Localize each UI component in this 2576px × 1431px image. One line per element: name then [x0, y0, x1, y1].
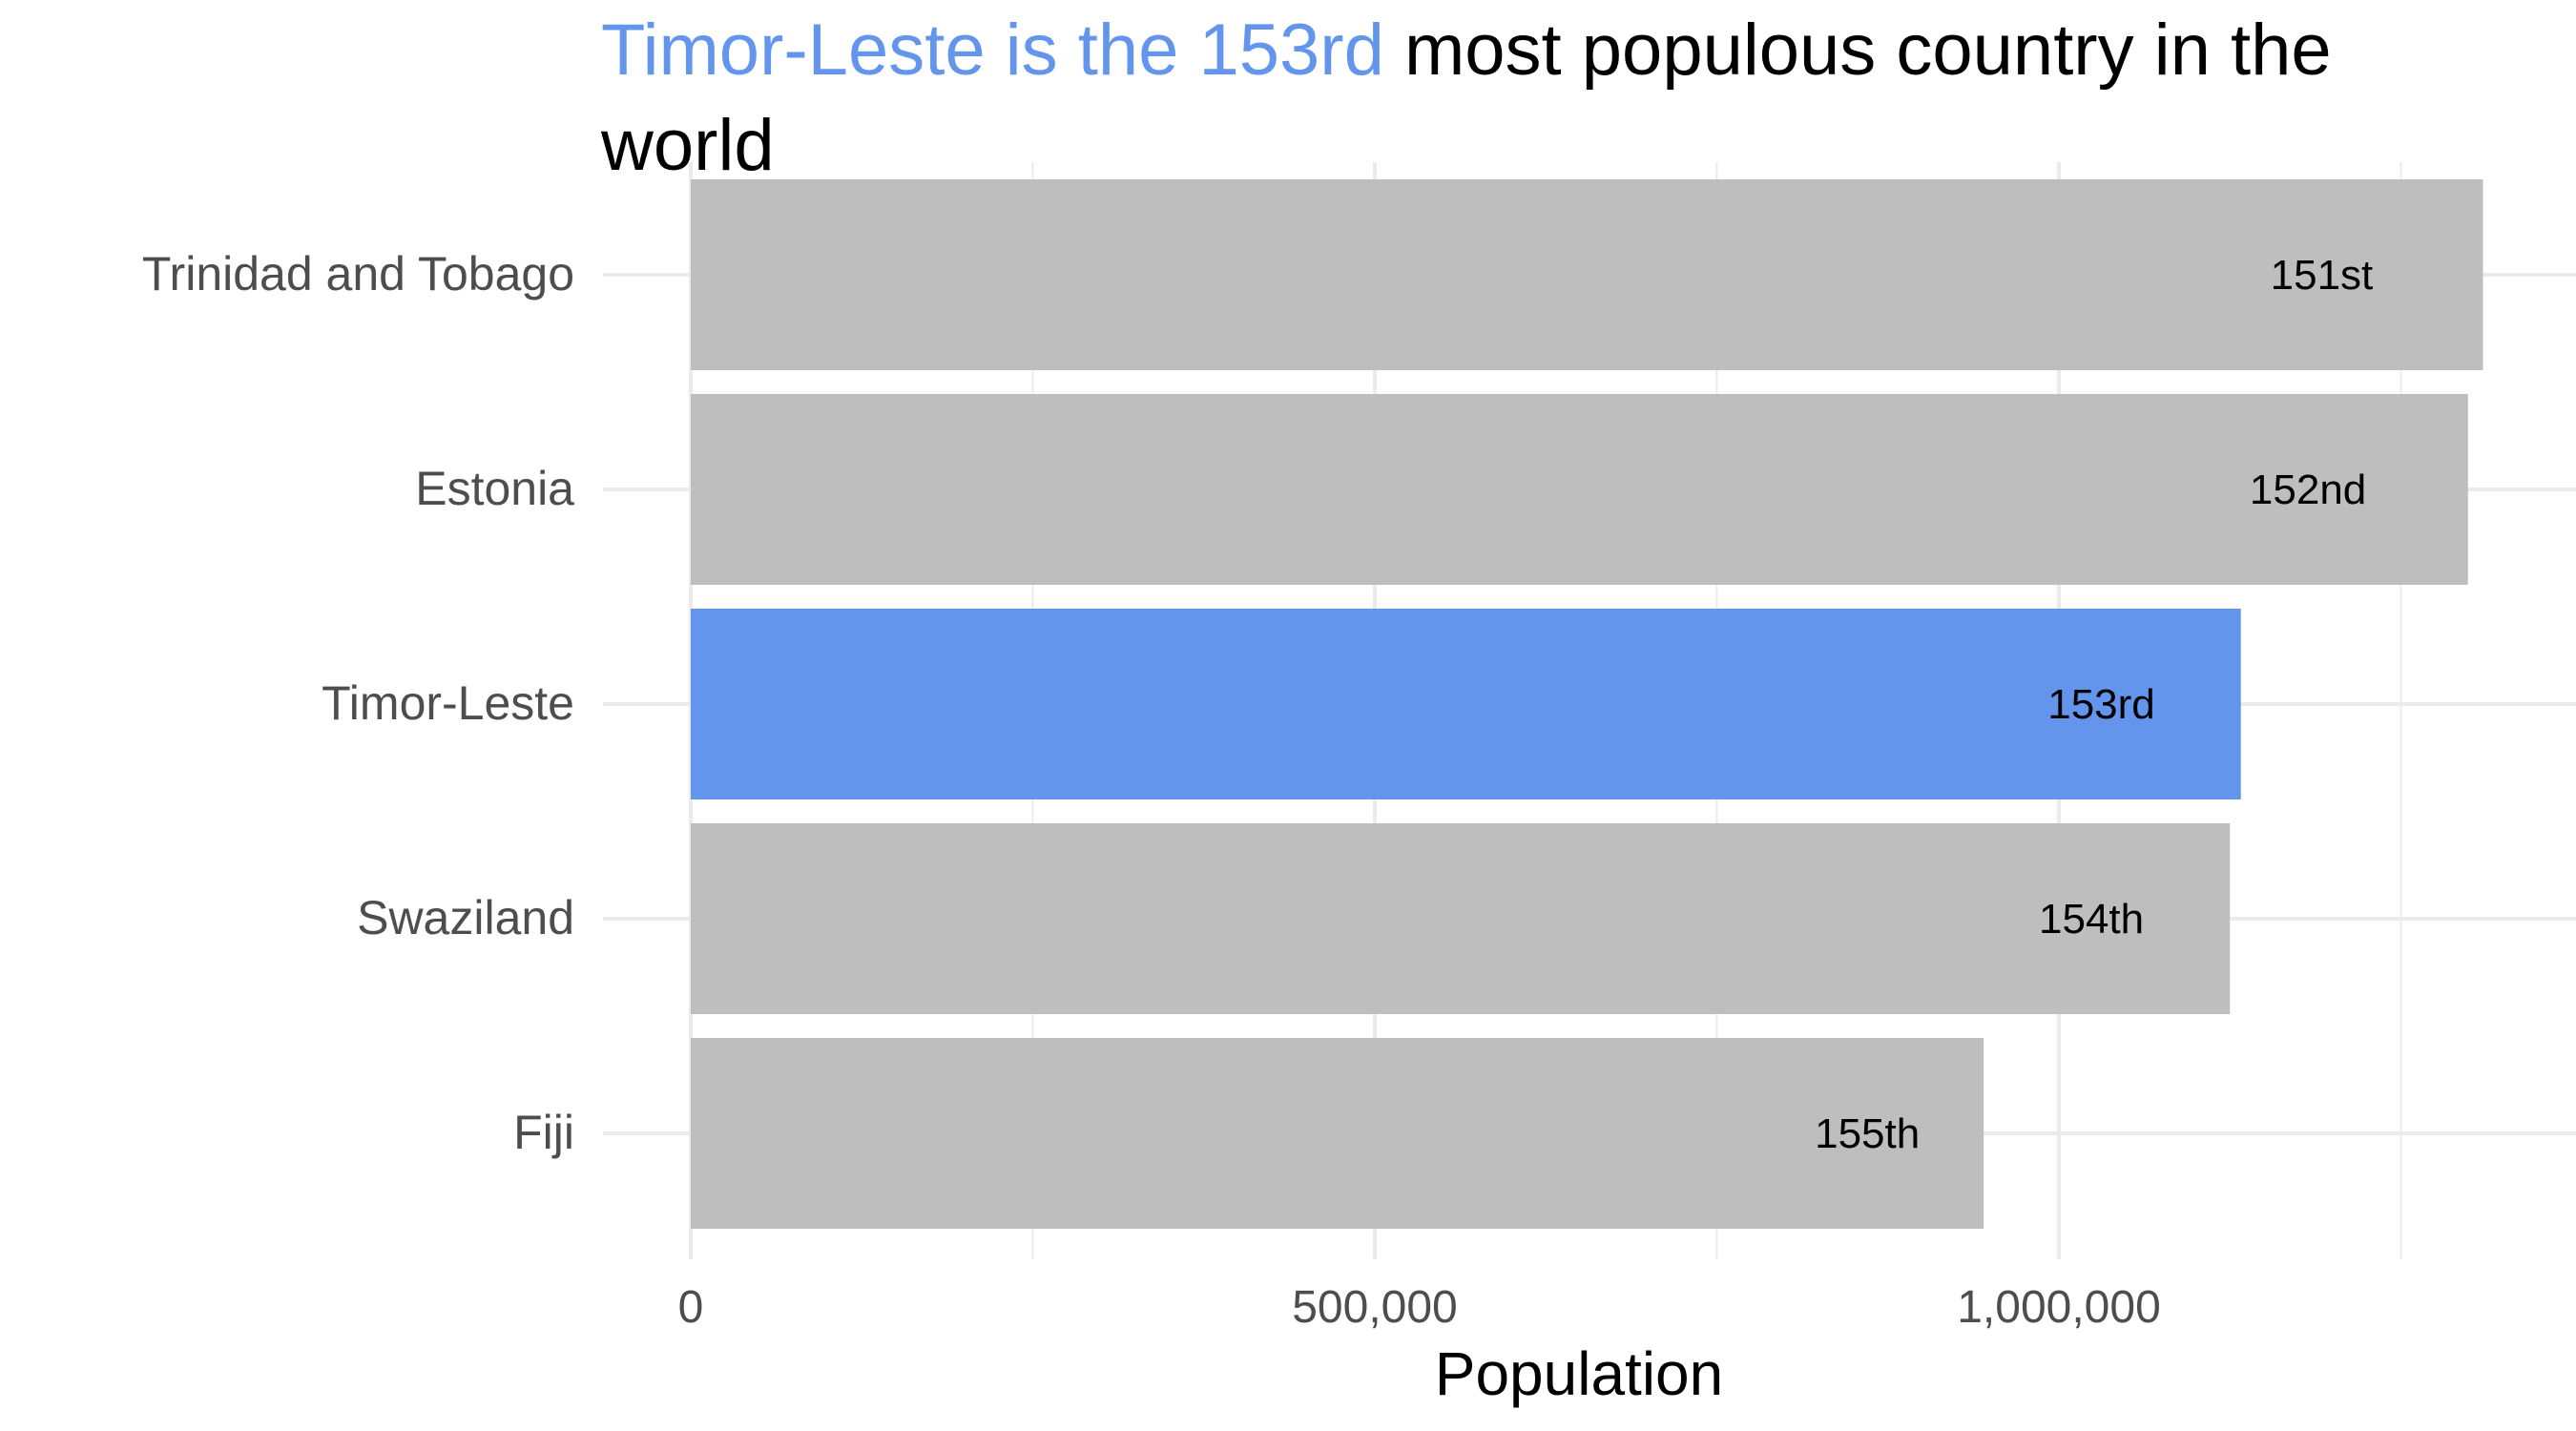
bar-value-label: 153rd	[2047, 681, 2155, 728]
bar-trinidad-and-tobago	[691, 179, 2483, 370]
bar-labels: 151st 152nd 153rd 154th 155th	[1815, 252, 2373, 1157]
y-axis-tick-labels: Trinidad and Tobago Estonia Timor-Leste Swa…	[142, 247, 574, 1159]
x-tick-label: 1,000,000	[1957, 1282, 2161, 1333]
bar-value-label: 152nd	[2250, 467, 2366, 513]
bars	[691, 179, 2483, 1229]
x-tick-label: 0	[678, 1282, 704, 1333]
y-tick-label: Trinidad and Tobago	[142, 247, 574, 301]
chart-title-rest: most populous country in the	[1384, 10, 2332, 91]
x-tick-label: 500,000	[1292, 1282, 1458, 1333]
bar-value-label: 155th	[1815, 1110, 1920, 1157]
bar-swaziland	[691, 823, 2231, 1014]
bar-value-label: 151st	[2271, 252, 2374, 299]
chart-title-highlight: Timor-Leste is the 153rd	[601, 10, 1384, 91]
chart-title-line1: Timor-Leste is the 153rd most populous c…	[601, 10, 2332, 91]
y-tick-label: Timor-Leste	[322, 676, 574, 730]
y-tick-label: Swaziland	[357, 891, 574, 944]
bar-fiji	[691, 1038, 1984, 1229]
y-tick-label: Estonia	[415, 462, 574, 515]
chart-title-line2: world	[600, 105, 775, 186]
bar-timor-leste	[691, 609, 2241, 799]
x-axis-tick-labels: 0 500,000 1,000,000	[678, 1282, 2161, 1333]
y-tick-label: Fiji	[513, 1106, 574, 1159]
x-axis-title: Population	[1435, 1339, 1723, 1408]
bar-estonia	[691, 394, 2468, 585]
bar-value-label: 154th	[2039, 896, 2144, 943]
